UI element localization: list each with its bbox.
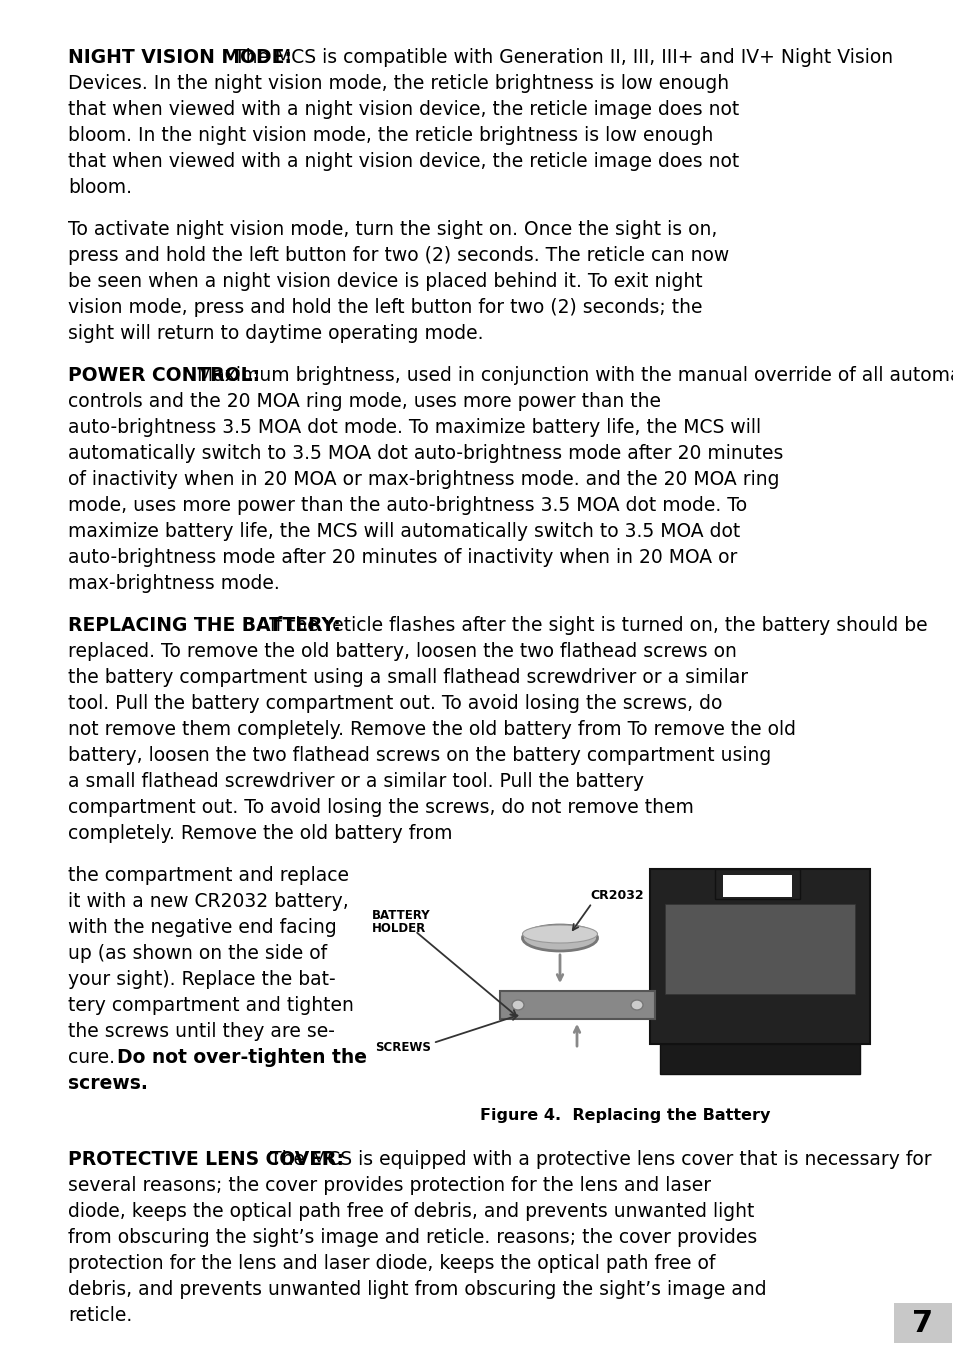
Text: screws.: screws.: [68, 1075, 148, 1093]
Text: sight will return to daytime operating mode.: sight will return to daytime operating m…: [68, 324, 483, 343]
Text: If the reticle flashes after the sight is turned on, the battery should be: If the reticle flashes after the sight i…: [270, 616, 927, 635]
Text: mode, uses more power than the auto-brightness 3.5 MOA dot mode. To: mode, uses more power than the auto-brig…: [68, 496, 746, 515]
Text: that when viewed with a night vision device, the reticle image does not: that when viewed with a night vision dev…: [68, 100, 739, 118]
Text: PROTECTIVE LENS COVER:: PROTECTIVE LENS COVER:: [68, 1150, 344, 1169]
Ellipse shape: [512, 999, 523, 1010]
Text: HOLDER: HOLDER: [372, 923, 426, 935]
Bar: [499, 991, 655, 1020]
Text: max-brightness mode.: max-brightness mode.: [68, 574, 279, 593]
Text: up (as shown on the side of: up (as shown on the side of: [68, 944, 327, 963]
Text: be seen when a night vision device is placed behind it. To exit night: be seen when a night vision device is pl…: [68, 272, 702, 291]
Text: The MCS is compatible with Generation II, III, III+ and IV+ Night Vision: The MCS is compatible with Generation II…: [233, 48, 892, 67]
Text: the battery compartment using a small flathead screwdriver or a similar: the battery compartment using a small fl…: [68, 668, 747, 687]
Text: protection for the lens and laser diode, keeps the optical path free of: protection for the lens and laser diode,…: [68, 1254, 715, 1272]
Text: cure.: cure.: [68, 1048, 121, 1067]
Text: debris, and prevents unwanted light from obscuring the sight’s image and: debris, and prevents unwanted light from…: [68, 1280, 766, 1299]
Text: the compartment and replace: the compartment and replace: [68, 866, 349, 885]
Text: bloom. In the night vision mode, the reticle brightness is low enough: bloom. In the night vision mode, the ret…: [68, 126, 713, 145]
Text: CR2032: CR2032: [589, 889, 643, 902]
Text: a small flathead screwdriver or a similar tool. Pull the battery: a small flathead screwdriver or a simila…: [68, 772, 643, 791]
Bar: [365, 861, 885, 1106]
Text: auto-brightness mode after 20 minutes of inactivity when in 20 MOA or: auto-brightness mode after 20 minutes of…: [68, 547, 737, 568]
Text: press and hold the left button for two (2) seconds. The reticle can now: press and hold the left button for two (…: [68, 246, 728, 265]
Text: Maximum brightness, used in conjunction with the manual override of all automati: Maximum brightness, used in conjunction …: [196, 366, 953, 385]
Bar: [664, 904, 854, 994]
Ellipse shape: [522, 925, 597, 943]
Text: of inactivity when in 20 MOA or max-brightness mode. and the 20 MOA ring: of inactivity when in 20 MOA or max-brig…: [68, 469, 779, 490]
Text: automatically switch to 3.5 MOA dot auto-brightness mode after 20 minutes: automatically switch to 3.5 MOA dot auto…: [68, 444, 782, 463]
Text: battery, loosen the two flathead screws on the battery compartment using: battery, loosen the two flathead screws …: [68, 746, 770, 765]
Text: not remove them completely. Remove the old battery from To remove the old: not remove them completely. Remove the o…: [68, 720, 795, 738]
Bar: [649, 869, 869, 1044]
Text: maximize battery life, the MCS will automatically switch to 3.5 MOA dot: maximize battery life, the MCS will auto…: [68, 522, 740, 541]
Text: 7: 7: [911, 1309, 933, 1337]
Text: tool. Pull the battery compartment out. To avoid losing the screws, do: tool. Pull the battery compartment out. …: [68, 694, 721, 713]
Text: Devices. In the night vision mode, the reticle brightness is low enough: Devices. In the night vision mode, the r…: [68, 74, 728, 93]
Text: it with a new CR2032 battery,: it with a new CR2032 battery,: [68, 892, 349, 911]
Text: bloom.: bloom.: [68, 178, 132, 196]
Text: that when viewed with a night vision device, the reticle image does not: that when viewed with a night vision dev…: [68, 152, 739, 171]
Text: several reasons; the cover provides protection for the lens and laser: several reasons; the cover provides prot…: [68, 1176, 710, 1194]
Text: tery compartment and tighten: tery compartment and tighten: [68, 997, 354, 1015]
Text: replaced. To remove the old battery, loosen the two flathead screws on: replaced. To remove the old battery, loo…: [68, 642, 736, 660]
Text: auto-brightness 3.5 MOA dot mode. To maximize battery life, the MCS will: auto-brightness 3.5 MOA dot mode. To max…: [68, 418, 760, 437]
Text: reticle.: reticle.: [68, 1306, 132, 1325]
Text: POWER CONTROL:: POWER CONTROL:: [68, 366, 260, 385]
Text: Figure 4.  Replacing the Battery: Figure 4. Replacing the Battery: [479, 1108, 770, 1123]
Text: your sight). Replace the bat-: your sight). Replace the bat-: [68, 970, 335, 989]
Bar: [722, 876, 791, 897]
Text: diode, keeps the optical path free of debris, and prevents unwanted light: diode, keeps the optical path free of de…: [68, 1202, 754, 1221]
Text: SCREWS: SCREWS: [375, 1041, 431, 1054]
Bar: [893, 1303, 951, 1344]
Text: controls and the 20 MOA ring mode, uses more power than the: controls and the 20 MOA ring mode, uses …: [68, 391, 660, 412]
Text: REPLACING THE BATTERY:: REPLACING THE BATTERY:: [68, 616, 340, 635]
Ellipse shape: [522, 925, 597, 951]
Bar: [659, 1044, 859, 1075]
Text: The MCS is equipped with a protective lens cover that is necessary for: The MCS is equipped with a protective le…: [270, 1150, 931, 1169]
Text: completely. Remove the old battery from: completely. Remove the old battery from: [68, 824, 452, 843]
Text: NIGHT VISION MODE:: NIGHT VISION MODE:: [68, 48, 292, 67]
Text: with the negative end facing: with the negative end facing: [68, 919, 336, 937]
Ellipse shape: [630, 999, 642, 1010]
Text: compartment out. To avoid losing the screws, do not remove them: compartment out. To avoid losing the scr…: [68, 798, 693, 816]
Text: Do not over-tighten the: Do not over-tighten the: [116, 1048, 366, 1067]
Text: from obscuring the sight’s image and reticle. reasons; the cover provides: from obscuring the sight’s image and ret…: [68, 1228, 757, 1247]
Text: vision mode, press and hold the left button for two (2) seconds; the: vision mode, press and hold the left but…: [68, 299, 701, 317]
Bar: [714, 869, 800, 898]
Text: BATTERY: BATTERY: [372, 909, 430, 923]
Text: To activate night vision mode, turn the sight on. Once the sight is on,: To activate night vision mode, turn the …: [68, 221, 717, 239]
Text: the screws until they are se-: the screws until they are se-: [68, 1022, 335, 1041]
